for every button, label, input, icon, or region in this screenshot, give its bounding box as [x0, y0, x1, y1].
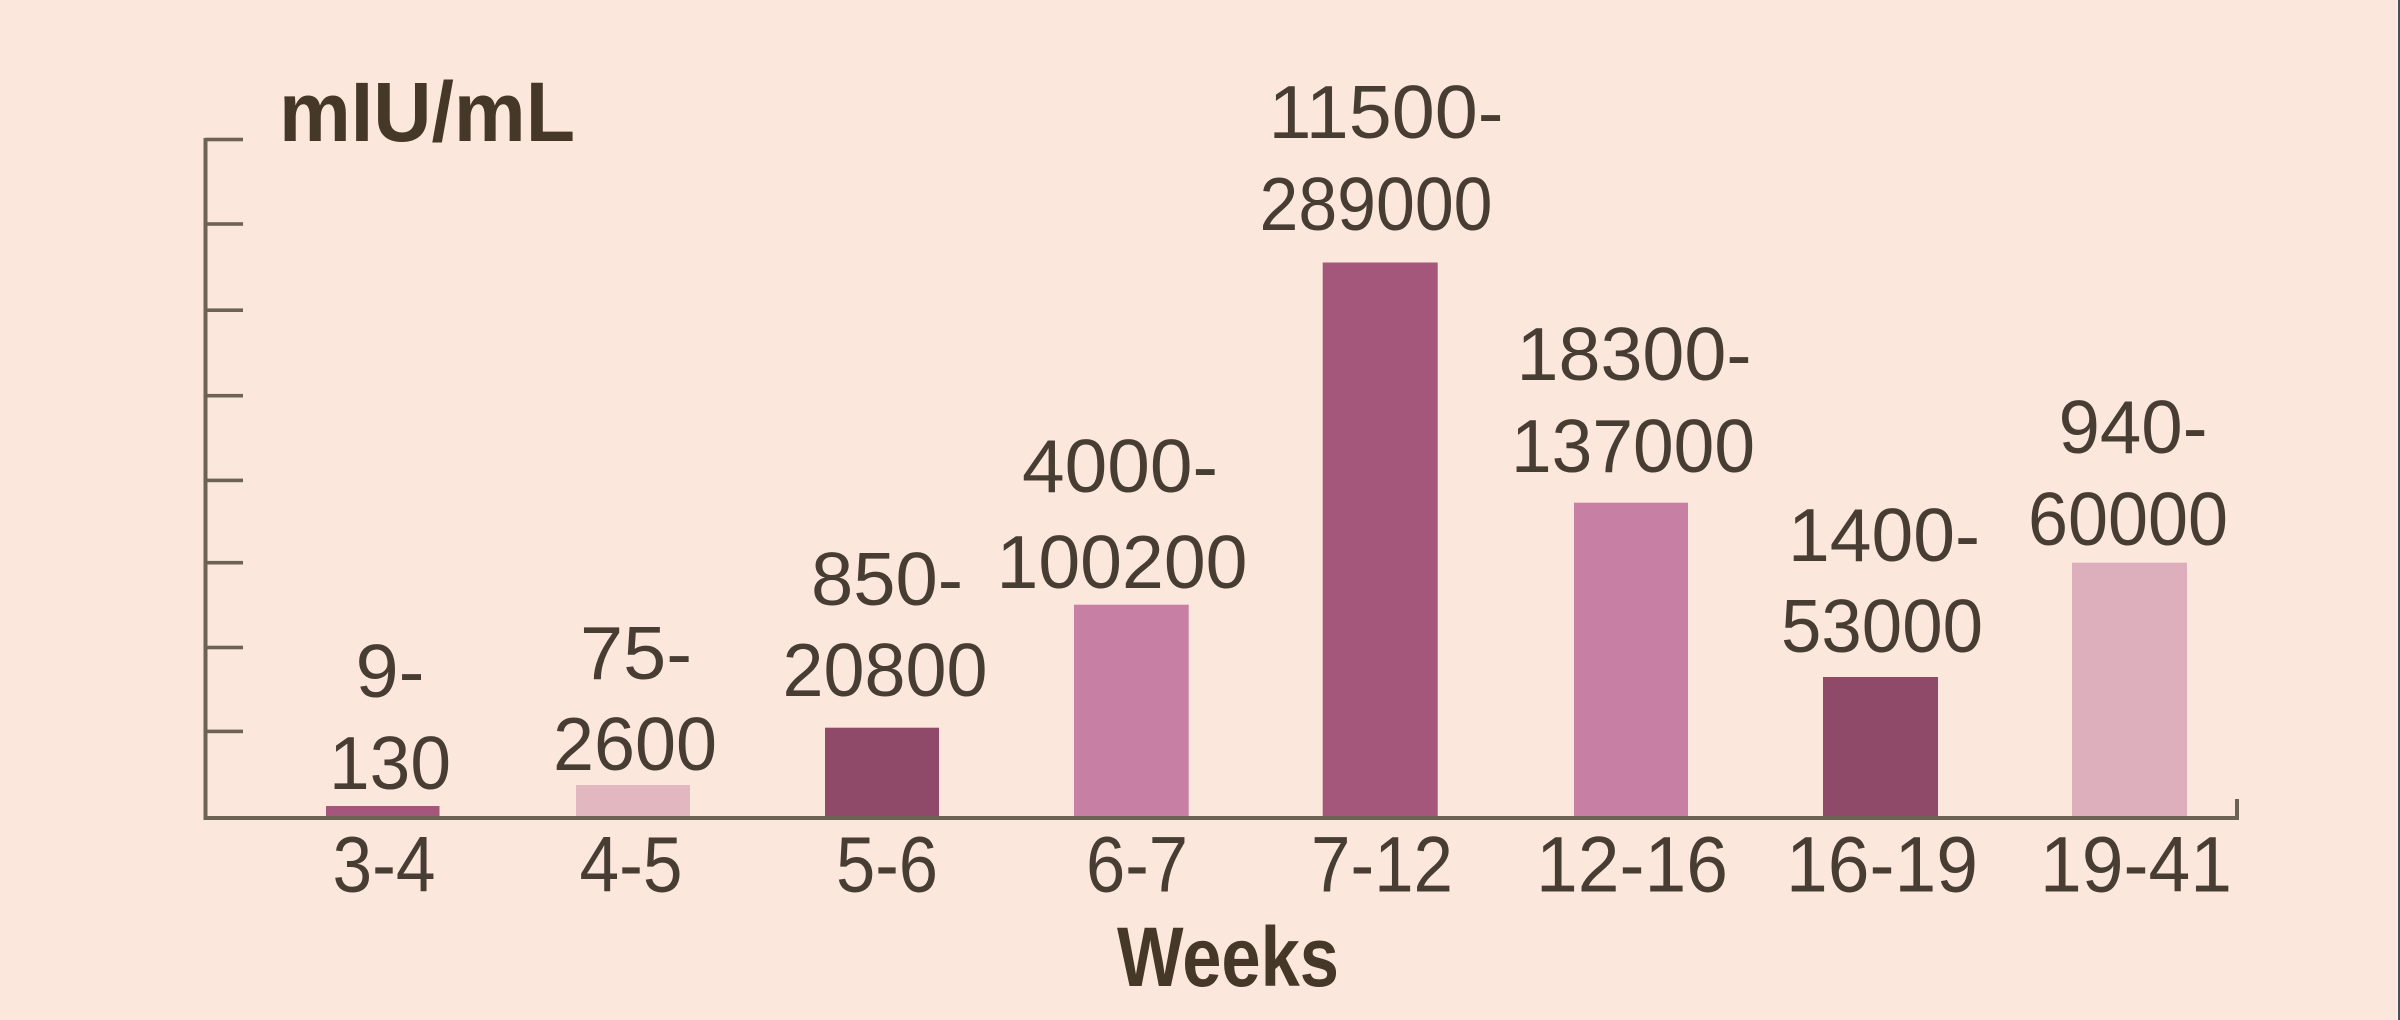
- svg-text:1400-: 1400-: [1788, 493, 1980, 577]
- svg-text:18300-: 18300-: [1517, 312, 1752, 396]
- svg-text:137000: 137000: [1511, 404, 1755, 488]
- svg-text:100200: 100200: [997, 520, 1248, 604]
- svg-text:20800: 20800: [783, 628, 988, 712]
- svg-text:7-12: 7-12: [1311, 821, 1453, 909]
- svg-text:75-: 75-: [580, 611, 692, 695]
- svg-text:4-5: 4-5: [580, 821, 683, 909]
- svg-text:2600: 2600: [553, 702, 717, 786]
- svg-text:mIU/mL: mIU/mL: [279, 65, 575, 159]
- svg-text:11500-: 11500-: [1269, 70, 1504, 154]
- svg-text:60000: 60000: [2028, 477, 2228, 561]
- svg-text:130: 130: [329, 721, 451, 805]
- svg-text:12-16: 12-16: [1536, 821, 1728, 909]
- svg-text:3-4: 3-4: [333, 821, 436, 909]
- svg-text:5-6: 5-6: [836, 821, 938, 909]
- svg-text:16-19: 16-19: [1786, 821, 1978, 909]
- svg-text:9-: 9-: [356, 629, 425, 713]
- svg-text:53000: 53000: [1781, 584, 1983, 668]
- svg-text:4000-: 4000-: [1022, 424, 1218, 508]
- svg-text:850-: 850-: [811, 537, 963, 621]
- svg-text:19-41: 19-41: [2040, 821, 2232, 909]
- svg-text:Weeks: Weeks: [1117, 910, 1339, 1004]
- svg-text:940-: 940-: [2059, 385, 2208, 469]
- svg-text:6-7: 6-7: [1086, 821, 1188, 909]
- svg-text:289000: 289000: [1260, 162, 1493, 246]
